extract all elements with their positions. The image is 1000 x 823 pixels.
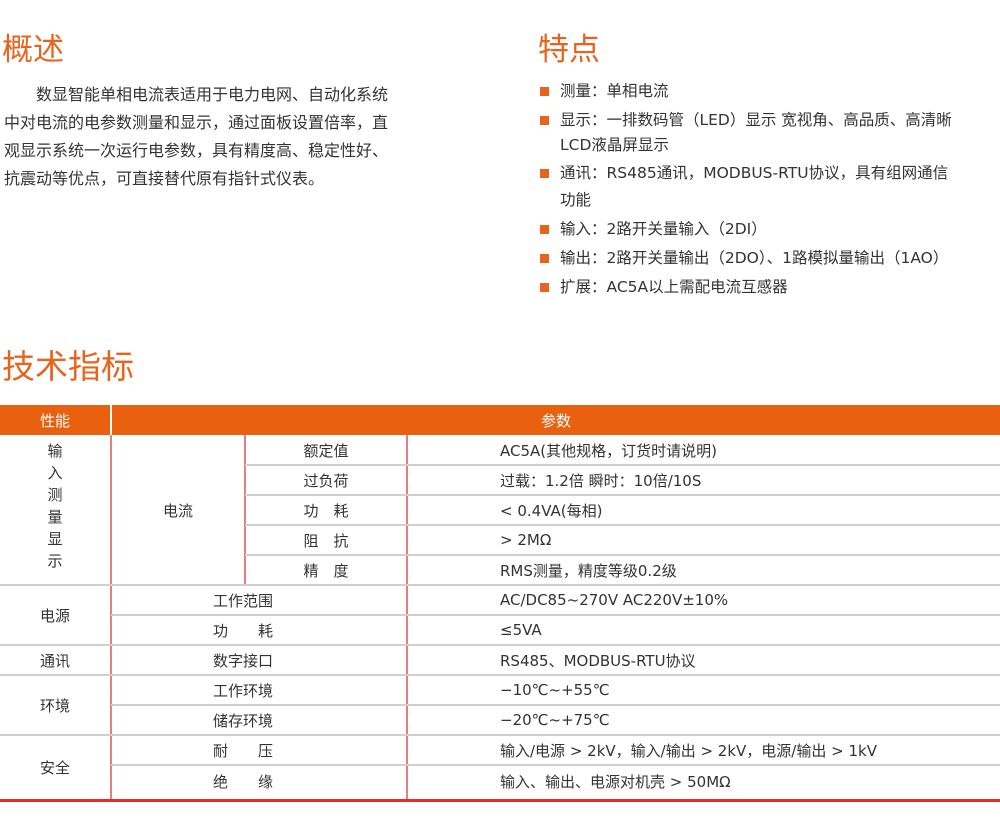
overview-line: 数显智能单相电流表适用于电力电网、自动化系统 <box>36 85 389 104</box>
row-value: ≤5VA <box>500 621 542 639</box>
feature-text: 输出：2路开关量输出（2DO）、1路模拟量输出（1AO） <box>560 249 949 267</box>
overview-line: 观显示系统一次运行电参数，具有精度高、稳定性好、 <box>4 141 389 160</box>
group-line <box>0 584 1000 586</box>
feature-text: 显示：一排数码管（LED）显示 宽视角、高品质、高清晰 <box>560 111 952 129</box>
row-line <box>245 464 1000 466</box>
row-line <box>245 524 1000 526</box>
char: 输 <box>47 442 63 460</box>
divider <box>244 435 246 585</box>
row-line <box>111 614 1000 616</box>
group-power-label: 电源 <box>39 606 70 625</box>
feature-item: 输出：2路开关量输出（2DO）、1路模拟量输出（1AO） <box>538 245 952 272</box>
row-value: RMS测量，精度等级0.2级 <box>500 561 677 580</box>
bottom-rule <box>0 799 1000 802</box>
row-value: 输入、输出、电源对机壳 > 50MΩ <box>500 772 731 791</box>
group-line <box>0 734 1000 736</box>
group-line <box>0 644 1000 646</box>
row-name: 阻 抗 <box>303 531 349 550</box>
group-line <box>0 674 1000 676</box>
features-list: 测量：单相电流 显示：一排数码管（LED）显示 宽视角、高品质、高清晰 LCD液晶… <box>538 78 952 303</box>
row-name: 储存环境 <box>213 711 274 730</box>
feature-text: 功能 <box>560 191 592 209</box>
divider <box>110 435 112 800</box>
header-col-parameters: 参数 <box>540 411 571 430</box>
row-value: AC5A(其他规格，订货时请说明) <box>500 441 717 460</box>
bullet-icon <box>540 87 549 96</box>
row-line <box>111 704 1000 706</box>
bullet-icon <box>540 225 549 234</box>
group-input-label: 输 入 测 量 显 示 <box>0 440 110 572</box>
bullet-icon <box>540 254 549 263</box>
feature-item: 显示：一排数码管（LED）显示 宽视角、高品质、高清晰 LCD液晶屏显示 <box>538 107 952 156</box>
bullet-icon <box>540 169 549 178</box>
char: 测 <box>47 486 63 504</box>
char: 示 <box>47 552 63 570</box>
row-name: 数字接口 <box>213 651 274 670</box>
feature-item: 扩展：AC5A以上需配电流互感器 <box>538 274 952 301</box>
subgroup-current: 电流 <box>162 501 193 520</box>
row-name: 绝 缘 <box>213 772 274 791</box>
header-divider <box>110 405 112 435</box>
table-header <box>0 405 1000 435</box>
row-line <box>111 764 1000 766</box>
group-safety-label: 安全 <box>39 758 70 777</box>
row-name: 工作范围 <box>213 591 274 610</box>
bullet-icon <box>540 116 549 125</box>
feature-item: 通讯：RS485通讯，MODBUS-RTU协议，具有组网通信 功能 <box>538 160 952 214</box>
row-value: 输入/电源 > 2kV，输入/输出 > 2kV，电源/输出 > 1kV <box>500 741 877 760</box>
row-name: 精 度 <box>303 561 349 580</box>
row-value: < 0.4VA(每相) <box>500 501 603 520</box>
row-name: 工作环境 <box>213 681 274 700</box>
row-name: 额定值 <box>303 441 349 460</box>
feature-text: LCD液晶屏显示 <box>560 136 669 154</box>
row-value: −20℃~+75℃ <box>500 711 610 729</box>
row-name: 耐 压 <box>213 741 274 760</box>
row-line <box>245 494 1000 496</box>
feature-text: 输入：2路开关量输入（2DI） <box>560 220 767 238</box>
feature-item: 测量：单相电流 <box>538 78 952 105</box>
overview-line: 抗震动等优点，可直接替代原有指针式仪表。 <box>4 169 325 188</box>
char: 量 <box>47 508 63 526</box>
features-title: 特点 <box>538 32 600 68</box>
char: 显 <box>47 530 63 548</box>
group-comm-label: 通讯 <box>39 651 70 670</box>
row-value: > 2MΩ <box>500 531 552 549</box>
row-name: 过负荷 <box>303 471 349 490</box>
row-value: AC/DC85~270V AC220V±10% <box>500 591 729 609</box>
row-name: 功 耗 <box>303 501 349 520</box>
header-col-performance: 性能 <box>39 411 70 430</box>
char: 入 <box>47 464 63 482</box>
specs-title: 技术指标 <box>2 347 134 386</box>
feature-text: 测量：单相电流 <box>560 82 669 100</box>
overview-title: 概述 <box>2 32 64 68</box>
row-value: RS485、MODBUS-RTU协议 <box>500 651 696 670</box>
feature-item: 输入：2路开关量输入（2DI） <box>538 216 952 243</box>
row-value: −10℃~+55℃ <box>500 681 610 699</box>
overview-line: 中对电流的电参数测量和显示，通过面板设置倍率，直 <box>4 113 389 132</box>
divider <box>406 435 408 800</box>
row-value: 过载：1.2倍 瞬时：10倍/10S <box>500 471 702 490</box>
feature-text: 扩展：AC5A以上需配电流互感器 <box>560 278 788 296</box>
bullet-icon <box>540 283 549 292</box>
group-env-label: 环境 <box>39 696 70 715</box>
row-name: 功 耗 <box>213 621 274 640</box>
feature-text: 通讯：RS485通讯，MODBUS-RTU协议，具有组网通信 <box>560 164 949 182</box>
row-line <box>245 554 1000 556</box>
